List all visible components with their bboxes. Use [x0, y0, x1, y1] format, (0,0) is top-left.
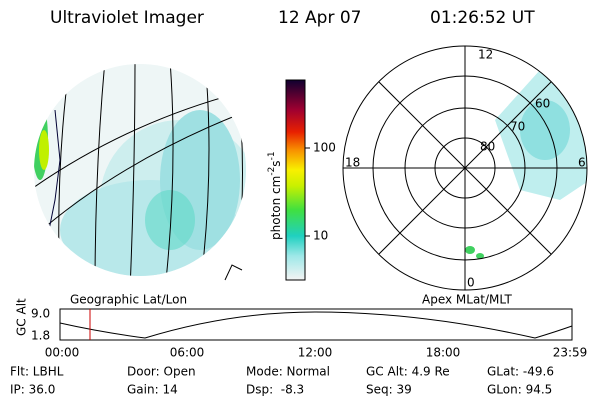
- info-field: Door: Open: [127, 365, 196, 379]
- info-field: Mode: Normal: [246, 365, 330, 379]
- colorbar-label: photon cm-2s-1: [267, 151, 283, 240]
- info-field: GLat: -49.6: [487, 365, 554, 379]
- info-field: Dsp: -8.3: [246, 383, 304, 397]
- ring-label: 60: [535, 97, 550, 111]
- polar-label: 12: [478, 48, 493, 62]
- altitude-curve: [59, 311, 573, 339]
- altitude-tick: 9.0: [31, 307, 50, 321]
- time-label: 23:59: [553, 346, 588, 360]
- altitude-tick: 1.8: [31, 329, 50, 343]
- info-field: Gain: 14: [127, 383, 178, 397]
- time-label: 06:00: [170, 346, 205, 360]
- altitude-label: GC Alt: [15, 298, 29, 336]
- date: 12 Apr 07: [278, 8, 361, 28]
- colorbar-tick-label: 100: [313, 141, 336, 155]
- caption: Geographic Lat/Lon: [70, 293, 187, 307]
- title: Ultraviolet Imager: [50, 8, 204, 28]
- caption: Apex MLat/MLT: [422, 293, 512, 307]
- polar-label: 18: [345, 156, 360, 170]
- time-label: 18:00: [426, 346, 461, 360]
- altitude-frame: [59, 308, 573, 341]
- time-label: 00:00: [45, 346, 80, 360]
- colorbar-tick-label: 10: [313, 229, 328, 243]
- colorbar: [285, 79, 306, 281]
- info-field: Flt: LBHL: [10, 365, 64, 379]
- ring-label: 80: [480, 140, 495, 154]
- time-label: 12:00: [298, 346, 333, 360]
- ring-label: 70: [510, 120, 525, 134]
- polar-label: 6: [578, 156, 586, 170]
- polar-label: 0: [467, 276, 475, 290]
- coastline: [224, 264, 243, 281]
- info-field: IP: 36.0: [10, 383, 55, 397]
- time: 01:26:52 UT: [430, 8, 535, 28]
- info-field: GC Alt: 4.9 Re: [366, 365, 450, 379]
- info-field: Seq: 39: [366, 383, 412, 397]
- info-field: GLon: 94.5: [487, 383, 552, 397]
- polar-grid: [342, 45, 588, 291]
- earth-image: [34, 64, 246, 276]
